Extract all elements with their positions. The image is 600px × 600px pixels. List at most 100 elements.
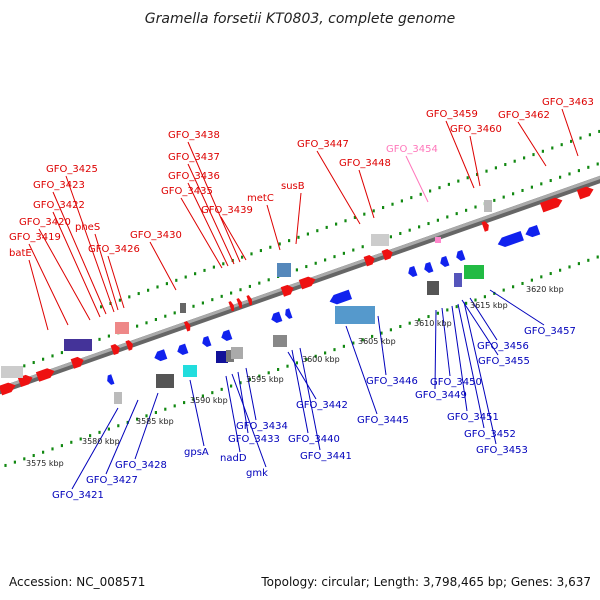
reverse-gene [525,224,541,238]
tick-mark [455,305,458,309]
tick-mark [400,199,403,203]
tick-mark [560,143,563,147]
tick-mark [136,324,139,328]
gene-label-reverse: GFO_3441 [300,451,352,462]
label-leader [28,259,49,331]
feature-box [64,339,92,351]
tick-mark [98,337,101,341]
tick-mark [295,268,298,272]
gene-label-forward: GFO_3462 [498,110,550,121]
tick-mark [342,344,345,348]
tick-mark [391,202,394,206]
kbp-label: 3600 kbp [302,355,340,364]
tick-mark [173,311,176,315]
tick-mark [427,315,430,319]
tick-mark [192,304,195,308]
tick-mark [154,318,157,322]
kbp-label: 3580 kbp [82,437,120,446]
label-leader [345,325,378,415]
tick-mark [32,454,35,458]
tick-mark [60,351,63,355]
gene-label-forward: GFO_3454 [386,144,438,155]
kbp-label: 3620 kbp [526,285,564,294]
tick-mark [51,354,54,358]
tick-mark [230,291,233,295]
tick-mark [587,165,590,169]
feature-box [1,366,23,378]
tick-mark [42,450,45,454]
forward-gene [70,356,84,369]
gene-label-reverse: GFO_3455 [478,356,530,367]
gene-label-reverse: GFO_3428 [115,460,167,471]
gene-label-reverse: GFO_3421 [52,490,104,501]
forward-gene [246,295,253,306]
tick-mark [220,387,223,391]
tick-mark [333,255,336,259]
feature-box [216,351,228,363]
feature-box [273,335,287,347]
tick-mark [521,188,524,192]
feature-box [484,200,492,212]
tick-mark [493,291,496,295]
gene-label-forward: GFO_3460 [450,124,502,135]
tick-mark [248,377,251,381]
kbp-label: 3595 kbp [246,375,284,384]
tick-mark [335,222,338,226]
tick-mark [100,305,103,309]
tick-mark [596,255,599,259]
tick-mark [446,215,449,219]
tick-mark [436,218,439,222]
feature-box [156,374,174,388]
gene-label-forward: GFO_3425 [46,164,98,175]
reverse-gene [154,349,168,362]
tick-mark [136,417,139,421]
gene-label-forward: GFO_3423 [33,180,85,191]
reverse-gene [440,255,450,267]
label-leader [187,141,241,263]
label-leader [65,175,115,313]
tick-mark [220,294,223,298]
label-leader [316,150,361,225]
tick-mark [306,232,309,236]
kbp-label: 3610 kbp [414,319,452,328]
label-leader [461,299,499,356]
tick-mark [485,169,488,173]
tick-mark [107,427,110,431]
gene-label-reverse: GFO_3449 [415,390,467,401]
tick-mark [79,437,82,441]
tick-mark [201,301,204,305]
label-leader [445,120,475,189]
tick-mark [559,268,562,272]
tick-mark [324,258,327,262]
label-leader [434,309,437,390]
forward-gene [183,321,191,332]
tick-mark [288,239,291,243]
tick-mark [389,235,392,239]
kbp-label: 3590 kbp [190,396,228,405]
tick-mark [408,321,411,325]
forward-gene [298,276,316,290]
forward-gene [381,248,393,261]
forward-gene [35,368,55,382]
tick-mark [455,212,458,216]
reverse-gene [285,308,293,319]
tick-mark [239,381,242,385]
tick-mark [512,285,515,289]
tick-mark [363,212,366,216]
tick-mark [427,222,430,226]
tick-mark [184,275,187,279]
tick-mark [408,228,411,232]
tick-mark [258,281,261,285]
tick-mark [549,179,552,183]
tick-mark [147,288,150,292]
tick-mark [399,324,402,328]
forward-gene [539,197,563,213]
tick-mark [117,424,120,428]
tick-mark [4,463,7,467]
label-leader [187,182,229,267]
tick-mark [541,149,544,153]
gene-label-forward: GFO_3419 [9,232,61,243]
feature-box [435,237,441,243]
